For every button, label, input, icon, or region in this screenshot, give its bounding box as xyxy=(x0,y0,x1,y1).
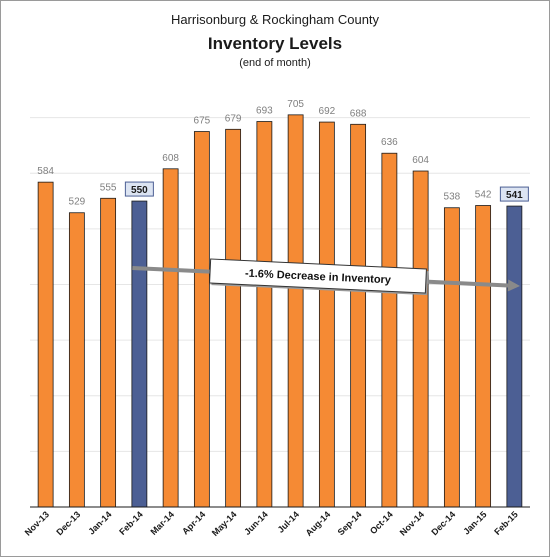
tick-label-feb-14: Feb-14 xyxy=(117,509,145,537)
bar-nov-14 xyxy=(412,170,429,508)
bar-mar-14 xyxy=(162,168,179,508)
bar-apr-14 xyxy=(193,131,210,508)
bar-dec-13 xyxy=(68,212,85,508)
value-label-feb-14: 550 xyxy=(131,185,148,196)
bar-feb-14 xyxy=(131,200,148,508)
chart-title: Inventory Levels xyxy=(208,34,342,53)
tick-label-oct-14: Oct-14 xyxy=(368,509,395,536)
bar-aug-14 xyxy=(318,121,335,508)
value-label-jan-15: 542 xyxy=(475,190,492,201)
value-label-jan-14: 555 xyxy=(100,182,117,193)
tick-label-feb-15: Feb-15 xyxy=(492,509,520,537)
x-axis: Nov-13 Dec-13 Jan-14 Feb-14 Mar-14 Apr-14 May-… xyxy=(23,506,530,538)
tick-label-jan-14: Jan-14 xyxy=(86,509,113,536)
value-label-dec-13: 529 xyxy=(69,197,86,208)
tick-label-may-14: May-14 xyxy=(210,509,239,538)
value-label-oct-14: 636 xyxy=(381,137,398,148)
bar-sep-14 xyxy=(350,123,367,508)
tick-label-mar-14: Mar-14 xyxy=(148,509,176,537)
tick-label-nov-13: Nov-13 xyxy=(23,509,51,537)
tick-label-aug-14: Aug-14 xyxy=(304,509,333,538)
tick-label-nov-14: Nov-14 xyxy=(398,509,426,537)
tick-label-jun-14: Jun-14 xyxy=(242,509,270,537)
value-label-box xyxy=(499,186,529,202)
chart-supertitle: Harrisonburg & Rockingham County xyxy=(171,12,380,27)
tick-label-apr-14: Apr-14 xyxy=(180,509,207,536)
value-labels: 584 529 555 550 608 675 679 693 705 692 688 636 604 5… xyxy=(37,99,529,208)
tick-label-sep-14: Sep-14 xyxy=(336,509,364,537)
value-label-box xyxy=(124,181,154,197)
annotation-callout: -1.6% Decrease in Inventory xyxy=(209,258,429,296)
bar-jul-14 xyxy=(287,114,304,508)
value-label-nov-14: 604 xyxy=(412,155,429,166)
bar-jan-14 xyxy=(100,197,117,508)
bar-feb-15 xyxy=(506,205,523,508)
value-label-may-14: 679 xyxy=(225,113,242,124)
value-label-feb-15: 541 xyxy=(506,190,523,201)
trend-annotation: -1.6% Decrease in Inventory xyxy=(132,258,520,296)
value-label-mar-14: 608 xyxy=(162,153,179,164)
bar-jan-15 xyxy=(475,205,492,508)
bar-nov-13 xyxy=(37,181,54,508)
value-label-jun-14: 693 xyxy=(256,106,273,117)
value-label-nov-13: 584 xyxy=(37,166,54,177)
trend-arrow-head xyxy=(507,279,520,292)
bars xyxy=(37,114,523,508)
value-label-dec-14: 538 xyxy=(444,192,461,203)
bar-dec-14 xyxy=(443,207,460,508)
tick-label-jul-14: Jul-14 xyxy=(276,509,301,534)
tick-label-dec-13: Dec-13 xyxy=(54,509,82,537)
bar-oct-14 xyxy=(381,152,398,508)
bar-may-14 xyxy=(225,128,242,508)
value-label-jul-14: 705 xyxy=(287,99,304,110)
tick-label-dec-14: Dec-14 xyxy=(429,509,457,537)
value-label-sep-14: 688 xyxy=(350,108,367,119)
value-label-apr-14: 675 xyxy=(194,116,211,127)
chart-subtitle: (end of month) xyxy=(239,57,311,69)
bar-jun-14 xyxy=(256,121,273,508)
value-label-aug-14: 692 xyxy=(319,106,336,117)
annotation-box xyxy=(209,258,427,294)
tick-label-jan-15: Jan-15 xyxy=(461,509,488,536)
